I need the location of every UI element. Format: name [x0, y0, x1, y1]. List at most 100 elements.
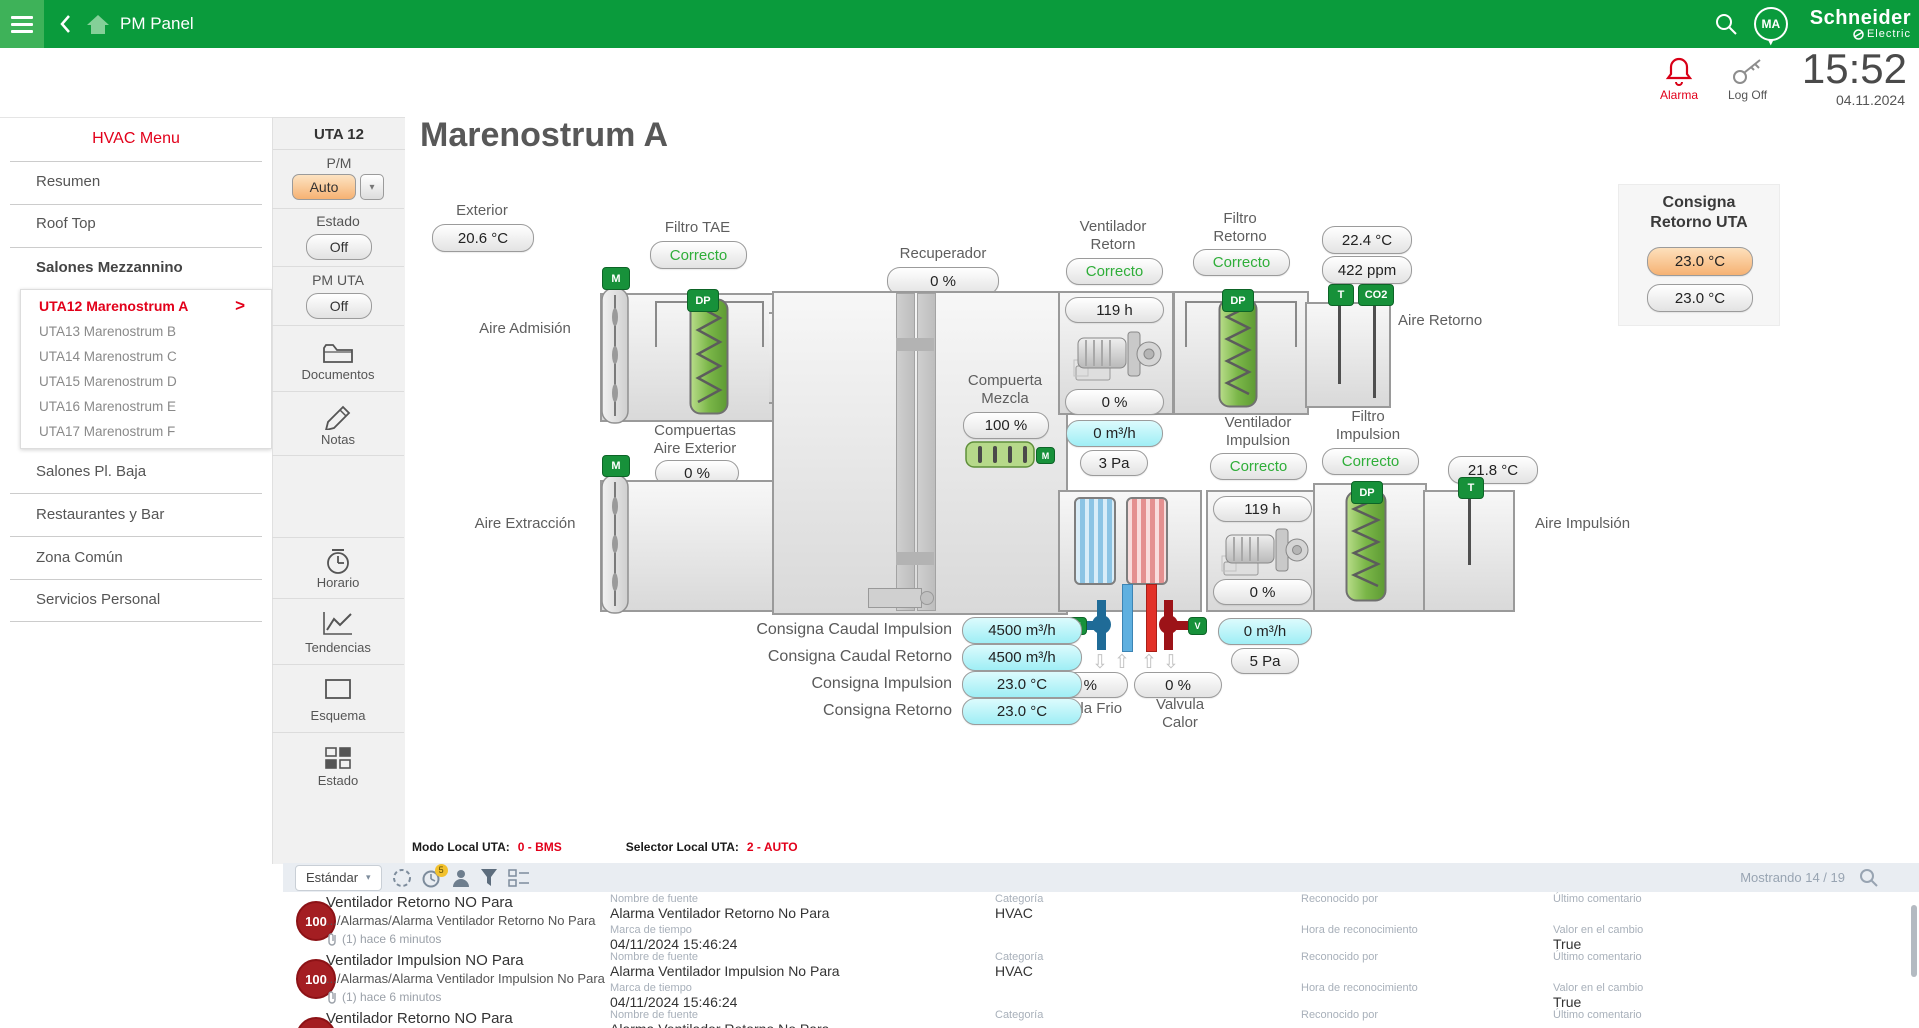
consigna-caudal-retorno-setpoint[interactable]: 4500 m³/h — [962, 644, 1082, 671]
horario-clock-icon[interactable] — [323, 547, 353, 575]
alarm-attachment: (1) hace 6 minutos — [326, 990, 441, 1004]
tendencias-trend-icon[interactable] — [322, 610, 354, 636]
chilled-water-pipe — [1122, 584, 1133, 652]
consigna-retorno-setpoint[interactable]: 23.0 °C — [1647, 247, 1753, 276]
estado-view-button[interactable]: Estado — [317, 773, 359, 788]
wheel-motor-hub — [920, 591, 934, 605]
alarm-toolbar: Estándar ▾ 5 Mostrando 14 / 19 — [283, 863, 1919, 892]
notas-button[interactable]: Notas — [321, 432, 355, 447]
avatar-caret-icon: ▾ — [1768, 37, 1774, 47]
alarm-filter-select[interactable]: Estándar ▾ — [295, 864, 382, 891]
snooze-clock-icon[interactable]: 5 — [422, 863, 448, 888]
funnel-filter-icon[interactable] — [480, 868, 498, 887]
checklist-icon[interactable] — [507, 868, 530, 887]
aire-retorno-label: Aire Retorno — [1398, 312, 1483, 329]
consigna-impulsion-setpoint[interactable]: 23.0 °C — [962, 671, 1082, 698]
vent-impulsion-flow[interactable]: 0 m³/h — [1218, 618, 1312, 645]
sidebar-item-uta12[interactable]: UTA12 Marenostrum A — [39, 298, 189, 314]
home-icon[interactable] — [86, 14, 110, 35]
alarm-search-icon[interactable] — [1859, 868, 1879, 888]
alarm-row[interactable]: 100 Ventilador Impulsion NO Para .../Ala… — [283, 950, 1919, 1010]
recuperador-label: Recuperador — [899, 245, 987, 262]
col-label-category: Categoría — [995, 951, 1044, 963]
caret-down-icon: ▾ — [366, 872, 371, 882]
alarm-row[interactable]: 100 Ventilador Retorno NO Para .../Alarm… — [283, 892, 1919, 952]
vent-retorno-status: Correcto — [1066, 258, 1163, 285]
consigna-retorno-setpoint[interactable]: 23.0 °C — [962, 698, 1082, 725]
alarm-value: True — [1553, 936, 1582, 952]
sidebar-section-salones-mezzannino[interactable]: Salones Mezzannino — [36, 259, 183, 276]
vent-retorno-flow[interactable]: 0 m³/h — [1066, 420, 1163, 447]
consigna-row-label: Consigna Retorno — [823, 702, 952, 719]
valvula-calor-readout: 0 % — [1134, 672, 1222, 698]
arrow-down-icon: ⇩ — [1092, 652, 1108, 673]
paperclip-icon — [328, 991, 336, 1004]
pm-mode-caret[interactable]: ▾ — [360, 174, 384, 200]
pm-mode-select[interactable]: Auto — [292, 174, 356, 200]
arrow-up-icon: ⇧ — [1141, 652, 1157, 673]
vent-retorno-hours: 119 h — [1065, 297, 1164, 323]
dp-badge: DP — [687, 289, 719, 312]
hot-water-pipe — [1146, 584, 1157, 652]
documentos-button[interactable]: Documentos — [301, 367, 375, 382]
valve-badge: V — [1188, 617, 1207, 635]
esquema-button[interactable]: Esquema — [310, 708, 366, 723]
alarm-button[interactable]: Alarma — [1660, 56, 1698, 102]
alarm-filter-label: Estándar — [306, 870, 359, 885]
sidebar-item-rooftop[interactable]: Roof Top — [36, 215, 96, 232]
estado-grid-icon[interactable] — [323, 745, 353, 771]
sidebar-submenu-card: UTA12 Marenostrum A > UTA13 Marenostrum … — [20, 289, 272, 449]
alarm-title: Ventilador Retorno NO Para — [326, 894, 513, 911]
logoff-button[interactable]: Log Off — [1728, 56, 1767, 102]
sidebar-item-uta15[interactable]: UTA15 Marenostrum D — [39, 374, 177, 389]
consigna-row-label: Consigna Impulsion — [811, 675, 952, 692]
uta-panel-title: UTA 12 — [313, 126, 364, 143]
sidebar-item-servicios[interactable]: Servicios Personal — [36, 591, 161, 608]
motor-badge: M — [1036, 447, 1055, 464]
alarm-path: .../Alarmas/Alarma Ventilador Impulsion … — [326, 971, 605, 986]
vent-retorno-pressure: 3 Pa — [1080, 450, 1148, 476]
sidebar-item-zona-comun[interactable]: Zona Común — [36, 549, 123, 566]
exterior-label: Exterior — [456, 202, 508, 219]
consigna-row-label: Consigna Caudal Retorno — [767, 648, 952, 665]
alarm-source: Alarma Ventilador Retorno No Para — [610, 1021, 829, 1028]
extraction-damper — [601, 474, 629, 614]
page-title: Marenostrum A — [420, 116, 669, 154]
pmuta-off-button[interactable]: Off — [306, 293, 372, 319]
heat-wheel-band — [896, 338, 934, 351]
documentos-folder-icon[interactable] — [321, 339, 355, 365]
tendencias-button[interactable]: Tendencias — [305, 640, 371, 655]
consigna-caudal-impulsion-setpoint[interactable]: 4500 m³/h — [962, 617, 1082, 644]
wheel-motor — [868, 588, 922, 608]
sidebar-item-salones-baja[interactable]: Salones Pl. Baja — [36, 463, 147, 480]
temp-probe — [1338, 304, 1341, 384]
chevron-right-icon[interactable]: > — [235, 296, 245, 315]
user-filter-icon[interactable] — [452, 868, 470, 888]
temp-probe — [1468, 497, 1471, 565]
alarm-row[interactable]: 100 Ventilador Retorno NO Para .../Alarm… — [283, 1008, 1919, 1028]
user-avatar[interactable]: MA ▾ — [1753, 7, 1788, 47]
estado-off-button[interactable]: Off — [306, 234, 372, 260]
back-chevron-icon[interactable] — [58, 14, 72, 34]
vent-impulsion-label: Ventilador Impulsion — [1224, 414, 1292, 449]
sidebar-item-uta14[interactable]: UTA14 Marenostrum C — [39, 349, 177, 364]
alarm-scrollbar[interactable] — [1911, 905, 1917, 977]
clock-time: 15:52 — [1801, 45, 1907, 92]
hamburger-menu-icon[interactable] — [0, 0, 44, 48]
alarm-time: 04/11/2024 15:46:24 — [610, 936, 738, 952]
col-label-ack-by: Reconocido por — [1301, 893, 1379, 905]
esquema-square-icon[interactable] — [323, 677, 353, 701]
filtro-retorno-label: Filtro Retorno — [1213, 210, 1267, 245]
sidebar-item-uta13[interactable]: UTA13 Marenostrum B — [39, 324, 177, 339]
sidebar-item-restaurantes[interactable]: Restaurantes y Bar — [36, 506, 165, 523]
heating-coil — [1126, 497, 1168, 585]
sidebar-item-resumen[interactable]: Resumen — [36, 173, 101, 190]
search-icon[interactable] — [1714, 12, 1738, 36]
dp-badge: DP — [1222, 289, 1254, 312]
refresh-circle-icon[interactable] — [392, 868, 412, 888]
sidebar-item-uta16[interactable]: UTA16 Marenostrum E — [39, 399, 177, 414]
alarm-category: HVAC — [995, 905, 1033, 921]
notas-pencil-icon[interactable] — [323, 404, 353, 430]
sidebar-item-uta17[interactable]: UTA17 Marenostrum F — [39, 424, 176, 439]
horario-button[interactable]: Horario — [316, 575, 360, 590]
